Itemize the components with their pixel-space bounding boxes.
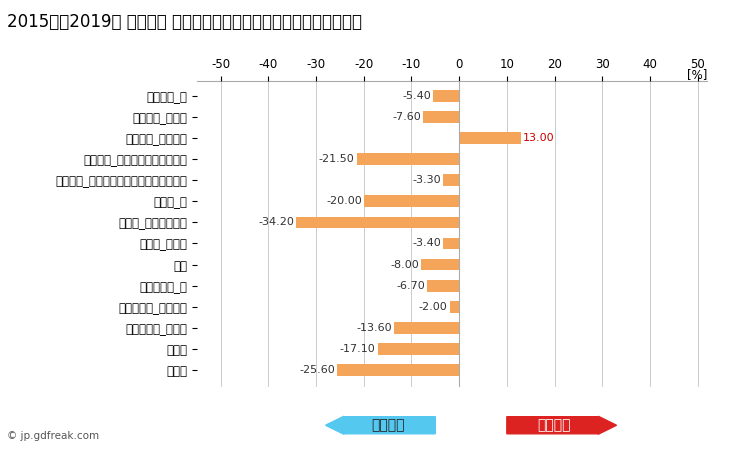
Bar — [450, 301, 459, 313]
Text: -5.40: -5.40 — [402, 91, 432, 101]
Text: -2.00: -2.00 — [419, 302, 448, 312]
Text: © jp.gdfreak.com: © jp.gdfreak.com — [7, 431, 99, 441]
Text: -6.70: -6.70 — [397, 281, 425, 291]
Text: -3.40: -3.40 — [413, 238, 441, 248]
Text: 高リスク: 高リスク — [538, 418, 572, 432]
Bar — [356, 153, 459, 165]
Text: -3.30: -3.30 — [413, 175, 442, 185]
Text: [%]: [%] — [687, 68, 707, 81]
Bar — [423, 111, 459, 123]
Text: 2015年～2019年 伊勢原市 男性の全国と比べた死因別死亡リスク格差: 2015年～2019年 伊勢原市 男性の全国と比べた死因別死亡リスク格差 — [7, 14, 362, 32]
Bar — [459, 132, 521, 144]
Bar — [443, 175, 459, 186]
Text: 13.00: 13.00 — [523, 133, 555, 143]
Text: -34.20: -34.20 — [258, 217, 294, 227]
Bar — [378, 343, 459, 355]
Bar — [394, 322, 459, 334]
Text: -21.50: -21.50 — [319, 154, 355, 164]
Bar — [421, 259, 459, 270]
Bar — [337, 364, 459, 376]
Text: -20.00: -20.00 — [326, 196, 362, 206]
Bar — [443, 238, 459, 249]
Text: -7.60: -7.60 — [392, 112, 421, 122]
Bar — [364, 195, 459, 207]
Bar — [433, 90, 459, 102]
Text: -25.60: -25.60 — [300, 365, 335, 375]
Text: -17.10: -17.10 — [340, 344, 375, 354]
Text: 低リスク: 低リスク — [371, 418, 405, 432]
Text: -8.00: -8.00 — [390, 260, 419, 270]
Text: -13.60: -13.60 — [356, 323, 392, 333]
Bar — [296, 216, 459, 228]
Bar — [427, 280, 459, 292]
